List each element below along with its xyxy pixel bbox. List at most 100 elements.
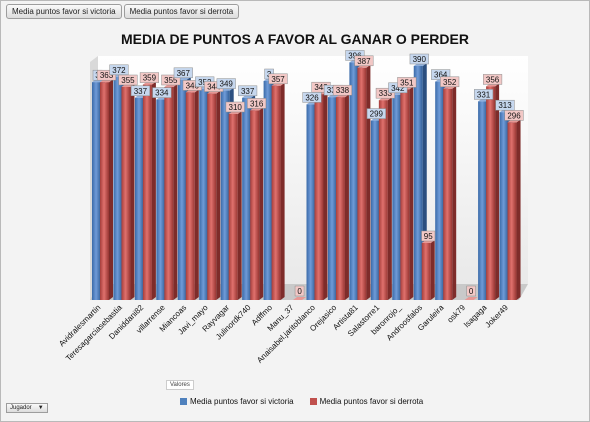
legend-swatch-derrota (309, 398, 317, 405)
legend-item-victoria[interactable]: Media puntos favor si victoria (180, 397, 294, 406)
chart-title: MEDIA DE PUNTOS A FAVOR AL GANAR O PERDE… (121, 31, 469, 47)
label-victoria-6: 349 (220, 80, 234, 89)
bar-derrota-16-front (443, 88, 453, 300)
chart-svg: MEDIA DE PUNTOS A FAVOR AL GANAR O PERDE… (57, 31, 528, 365)
bar-derrota-11[interactable] (335, 94, 349, 300)
bar-victoria-18-front (478, 101, 488, 301)
label-derrota-2: 359 (143, 74, 157, 83)
label-victoria-3-box (152, 87, 172, 98)
bar-derrota-13-side (387, 97, 392, 300)
label-derrota-1-box (118, 74, 138, 86)
values-field-label[interactable]: Valores (166, 380, 194, 390)
label-victoria-16: 364 (434, 71, 448, 80)
bar-victoria-16-front (435, 81, 445, 300)
bar-derrota-14[interactable] (400, 86, 414, 301)
bar-derrota-13[interactable] (378, 97, 392, 300)
bar-derrota-14-front (400, 89, 410, 301)
bar-victoria-12-front (349, 62, 359, 301)
label-victoria-18: 331 (477, 90, 491, 99)
bar-derrota-4[interactable] (185, 89, 199, 301)
bar-victoria-0-front (92, 82, 101, 300)
label-derrota-3-box (161, 74, 181, 86)
bar-victoria-11-front (327, 97, 337, 300)
bar-derrota-10-side (323, 91, 328, 300)
bar-derrota-11-side (344, 94, 349, 300)
label-derrota-14-box (397, 77, 417, 88)
label-derrota-19-box (504, 110, 524, 121)
bar-derrota-9[interactable] (293, 297, 307, 300)
legend: Media puntos favor si victoria Media pun… (180, 397, 423, 406)
bar-derrota-12-front (357, 67, 367, 300)
bar-derrota-8[interactable] (271, 82, 285, 300)
bar-derrota-0[interactable] (100, 79, 113, 300)
bar-victoria-3-front (156, 99, 166, 300)
filter-label: Jugador (10, 405, 32, 411)
bar-derrota-12[interactable] (357, 64, 371, 300)
bar-derrota-3[interactable] (164, 84, 178, 300)
bar-derrota-16[interactable] (443, 85, 457, 300)
label-derrota-8: 357 (271, 75, 285, 84)
bar-victoria-8-front (263, 81, 273, 300)
label-victoria-13-box (366, 108, 386, 119)
label-victoria-15: 390 (413, 55, 427, 64)
category-labels-group: AvidralesmartinTeresagarciasebastiaDanid… (57, 303, 510, 365)
bar-derrota-17[interactable] (464, 297, 478, 300)
bar-derrota-3-front (164, 87, 174, 300)
label-derrota-13-box (375, 87, 395, 99)
bar-derrota-5[interactable] (207, 90, 221, 300)
label-victoria-13: 299 (370, 110, 384, 119)
label-derrota-15: 95 (424, 232, 433, 241)
chevron-down-icon: ▼ (37, 405, 44, 411)
bar-derrota-10[interactable] (314, 91, 328, 300)
label-derrota-2-box (139, 72, 159, 83)
label-derrota-18-box (483, 74, 503, 85)
bar-derrota-0-side (109, 79, 113, 300)
bar-derrota-7-side (259, 107, 264, 301)
bar-victoria-13-front (370, 120, 380, 300)
bar-derrota-1[interactable] (121, 84, 135, 300)
bar-derrota-6[interactable] (228, 111, 242, 300)
label-victoria-10: 326 (305, 93, 319, 102)
label-derrota-7: 316 (250, 99, 264, 108)
bar-derrota-13-front (378, 100, 388, 300)
bar-derrota-5-front (207, 93, 217, 300)
bar-derrota-15[interactable] (421, 240, 435, 300)
bar-derrota-14-side (409, 86, 414, 301)
jugador-filter-dropdown[interactable]: Jugador ▼ (6, 403, 48, 413)
legend-swatch-victoria (180, 398, 187, 405)
bar-derrota-9-top (293, 297, 307, 300)
label-victoria-4-box (173, 67, 193, 79)
bar-derrota-1-side (130, 84, 135, 300)
bar-victoria-1-front (113, 76, 123, 300)
field-buttons-bar: Media puntos favor si victoria Media pun… (6, 4, 240, 19)
label-derrota-3: 355 (164, 76, 178, 85)
tab-derrota[interactable]: Media puntos favor si derrota (123, 4, 240, 19)
label-victoria-7-box (238, 85, 258, 97)
bar-derrota-8-side (280, 82, 285, 300)
bar-derrota-5-side (216, 90, 221, 300)
bar-derrota-19[interactable] (507, 119, 521, 301)
label-derrota-15-box (421, 230, 436, 242)
bar-derrota-7[interactable] (250, 107, 264, 301)
bar-derrota-4-front (185, 92, 195, 301)
label-victoria-14: 342 (391, 84, 405, 93)
bar-derrota-1-front (121, 87, 131, 300)
bar-derrota-18-front (486, 86, 496, 301)
bar-victoria-5-front (199, 88, 209, 300)
label-derrota-18: 356 (486, 75, 500, 84)
bar-derrota-2[interactable] (142, 81, 156, 300)
legend-item-derrota[interactable]: Media puntos favor si derrota (309, 397, 424, 406)
bar-derrota-19-side (516, 119, 521, 301)
label-victoria-2: 337 (134, 87, 148, 96)
bar-derrota-2-side (151, 81, 156, 300)
bar-derrota-0-front (100, 82, 109, 300)
label-derrota-16-box (440, 76, 460, 88)
legend-label-derrota: Media puntos favor si derrota (319, 397, 424, 406)
bar-derrota-18[interactable] (486, 83, 500, 301)
label-victoria-6-box (216, 78, 236, 89)
label-derrota-19: 296 (507, 111, 521, 120)
bar-derrota-6-side (237, 111, 242, 300)
tab-victoria[interactable]: Media puntos favor si victoria (6, 4, 122, 19)
label-victoria-18-box (474, 89, 494, 100)
bar-derrota-10-front (314, 94, 324, 300)
